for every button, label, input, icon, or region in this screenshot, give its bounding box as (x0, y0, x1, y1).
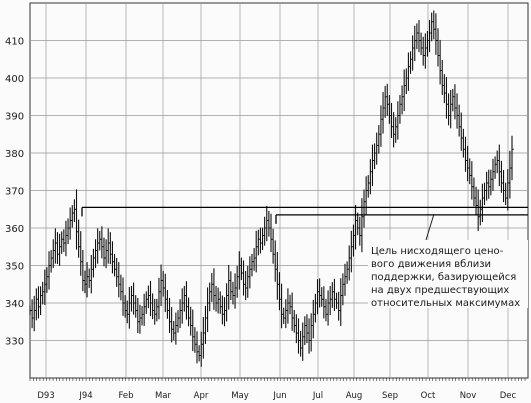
y-tick-label: 340 (5, 299, 24, 310)
x-tick-label: Dec (500, 391, 517, 401)
x-axis: D93 J94 Feb Mar Apr May Jun Jul Aug Sep Oct Nov Dec (29, 378, 526, 401)
annotation-line-3: поддержки, базирующейся (371, 272, 516, 283)
x-tick-label: Sep (382, 391, 398, 401)
y-tick-label: 350 (5, 262, 24, 273)
x-tick-label: J94 (78, 391, 92, 401)
y-tick-label: 410 (5, 37, 24, 48)
x-tick-label: Mar (155, 391, 172, 401)
y-axis: 330 340 350 360 370 380 390 400 410 (5, 37, 24, 348)
x-tick-label: Feb (118, 391, 133, 401)
annotation-line-1: Цель нисходящего цено- (371, 246, 504, 257)
y-tick-label: 370 (5, 187, 24, 198)
annotation-line-4: на двух предшествующих (371, 285, 509, 296)
x-tick-label: Oct (421, 391, 436, 401)
x-tick-label: May (231, 391, 249, 401)
annotation-line-5: относительных максимумах (371, 298, 520, 309)
price-bars (29, 10, 514, 367)
annotation-pointer (425, 213, 435, 241)
y-tick-label: 330 (5, 337, 24, 348)
grid-lines (29, 2, 529, 379)
y-tick-label: 390 (5, 112, 24, 123)
annotation-background (368, 240, 528, 308)
x-tick-label: Aug (346, 391, 363, 401)
support-lines (81, 206, 528, 224)
y-tick-label: 360 (5, 224, 24, 235)
x-tick-label: Nov (460, 391, 477, 401)
x-tick-label: Jun (272, 391, 286, 401)
annotation-line-2: вого движения вблизи (371, 259, 491, 270)
x-tick-label: Jul (312, 391, 323, 401)
y-tick-label: 380 (5, 149, 24, 160)
x-tick-label: Apr (194, 391, 209, 401)
y-tick-label: 400 (5, 74, 24, 85)
annotation: Цель нисходящего цено- вого движения вбл… (368, 213, 528, 309)
x-tick-label: D93 (37, 391, 54, 401)
